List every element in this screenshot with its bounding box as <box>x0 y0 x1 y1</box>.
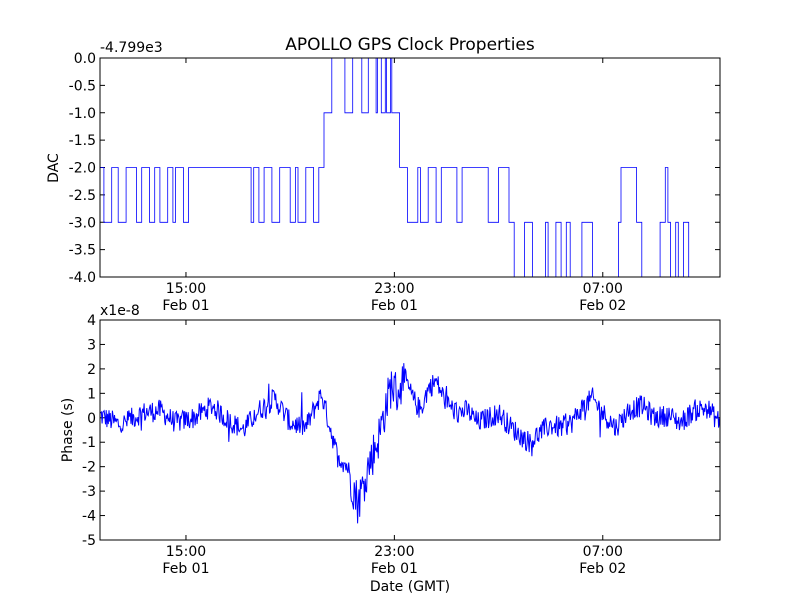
phase-offset-text: x1e-8 <box>100 303 140 319</box>
phase-ytick-label: -5 <box>82 533 96 549</box>
dac-ytick-label: -1.5 <box>69 133 96 149</box>
phase-xtick-time-label: 23:00 <box>374 544 414 560</box>
dac-ytick-label: 0.0 <box>74 51 96 67</box>
phase-plot-area <box>99 363 721 524</box>
dac-xtick-time-label: 15:00 <box>166 281 206 297</box>
phase-xtick-date-label: Feb 02 <box>579 561 626 577</box>
phase-xlabel: Date (GMT) <box>370 579 450 595</box>
dac-xtick-date-label: Feb 01 <box>162 298 209 314</box>
phase-axes-frame <box>99 319 721 541</box>
phase-ytick-label: 3 <box>87 337 96 353</box>
dac-ytick-label: -4.0 <box>69 270 96 286</box>
phase-ytick-label: 1 <box>87 386 96 402</box>
phase-ylabel: Phase (s) <box>60 398 76 462</box>
phase-xtick-date-label: Feb 01 <box>371 561 418 577</box>
phase-ytick-label: -2 <box>82 460 96 476</box>
dac-ytick-label: -1.0 <box>69 106 96 122</box>
dac-xtick-date-label: Feb 02 <box>579 298 626 314</box>
phase-ytick-label: 4 <box>87 313 96 329</box>
phase-ytick-label: -4 <box>82 509 96 525</box>
phase-ytick-label: 2 <box>87 362 96 378</box>
phase-xtick-date-label: Feb 01 <box>162 561 209 577</box>
dac-panel: APOLLO GPS Clock Properties -4.799e3 DAC… <box>46 35 721 314</box>
dac-ytick-label: -2.0 <box>69 161 96 177</box>
dac-offset-text: -4.799e3 <box>100 40 163 56</box>
chart-title: APOLLO GPS Clock Properties <box>285 35 535 55</box>
phase-xtick-time-label: 07:00 <box>583 544 623 560</box>
dac-ylabel: DAC <box>46 153 62 183</box>
dac-ytick-label: -2.5 <box>69 188 96 204</box>
dac-ytick-label: -3.0 <box>69 215 96 231</box>
dac-xtick-time-label: 23:00 <box>374 281 414 297</box>
phase-xtick-time-label: 15:00 <box>166 544 206 560</box>
dac-ytick-label: -3.5 <box>69 243 96 259</box>
phase-ytick-label: -1 <box>82 435 96 451</box>
dac-xtick-time-label: 07:00 <box>583 281 623 297</box>
dac-xtick-date-label: Feb 01 <box>371 298 418 314</box>
phase-panel: x1e-8 Phase (s) Date (GMT) 4 3 2 1 0 -1 -2 -3 -4… <box>60 303 721 595</box>
dac-ticks: 0.0 -0.5 -1.0 -1.5 -2.0 -2.5 -3.0 -3.5 -4.0 15:00… <box>69 51 720 314</box>
phase-series-line <box>99 363 721 524</box>
dac-axes-frame <box>99 57 721 278</box>
phase-ytick-label: -3 <box>82 484 96 500</box>
phase-ytick-label: 0 <box>87 411 96 427</box>
dac-ytick-label: -0.5 <box>69 78 96 94</box>
